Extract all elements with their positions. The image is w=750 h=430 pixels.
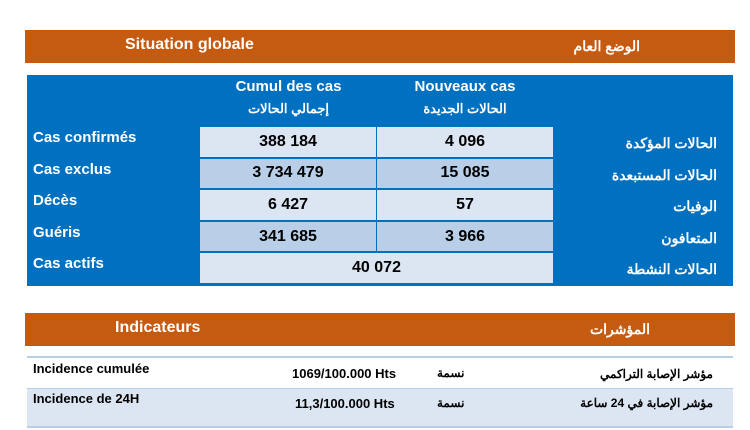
indicators-title-ar: المؤشرات [589, 321, 650, 337]
cumul-cell: 341 685 [200, 221, 376, 252]
row-label-fr: Cas actifs [33, 255, 104, 273]
indicator-label-fr: Incidence cumulée [33, 361, 150, 376]
row-label-fr: Guéris [33, 223, 81, 241]
header-new: Nouveaux cas الحالات الجديدة [377, 78, 553, 117]
indicator-row: Incidence cumulée 1069/100.000 Hts نسمة … [27, 356, 733, 388]
row-label-ar: الوفيات [673, 198, 717, 215]
indicator-row: Incidence de 24H 11,3/100.000 Hts نسمة م… [27, 388, 733, 428]
cumul-cell: 6 427 [200, 190, 376, 220]
new-cell: 4 096 [377, 127, 553, 157]
new-cell: 3 966 [377, 221, 553, 252]
indicator-value: 11,3/100.000 Hts [295, 396, 395, 411]
indicator-label-fr: Incidence de 24H [33, 391, 140, 406]
cumul-cell: 388 184 [200, 127, 376, 157]
row-label-fr: Décès [33, 192, 78, 210]
cases-table: Cumul des cas إجمالي الحالات Nouveaux ca… [27, 75, 733, 286]
indicators-header: Indicateurs المؤشرات [25, 313, 735, 346]
row-label-ar: الحالات المستبعدة [611, 166, 717, 183]
indicator-label-ar: مؤشر الإصابة التراكمي [600, 367, 713, 381]
indicators-title-fr: Indicateurs [115, 319, 201, 336]
indicator-label-ar: مؤشر الإصابة في 24 ساعة [580, 396, 713, 410]
row-label-ar: الحالات النشطة [626, 261, 717, 278]
header-new-ar: الحالات الجديدة [423, 101, 507, 116]
new-cell: 57 [377, 190, 553, 220]
row-label-ar: الحالات المؤكدة [625, 135, 717, 151]
header-cumul-ar: إجمالي الحالات [247, 101, 330, 116]
new-cell: 15 085 [377, 158, 553, 189]
header-new-fr: Nouveaux cas [414, 78, 516, 95]
active-cell: 40 072 [200, 253, 553, 283]
indicator-value: 1069/100.000 Hts [292, 366, 397, 381]
row-label-ar: المتعافون [661, 229, 717, 246]
row-label-fr: Cas exclus [33, 160, 112, 178]
situation-header: Situation globale الوضع العام [25, 30, 735, 63]
row-label-fr: Cas confirmés [33, 129, 137, 146]
header-cumul-fr: Cumul des cas [235, 78, 342, 95]
indicator-rate-ar: نسمة [437, 396, 465, 410]
cumul-cell: 3 734 479 [200, 158, 376, 189]
situation-title-ar: الوضع العام [573, 38, 640, 54]
header-cumul: Cumul des cas إجمالي الحالات [200, 78, 377, 117]
situation-title-fr: Situation globale [125, 36, 254, 53]
indicator-rate-ar: نسمة [437, 366, 465, 380]
